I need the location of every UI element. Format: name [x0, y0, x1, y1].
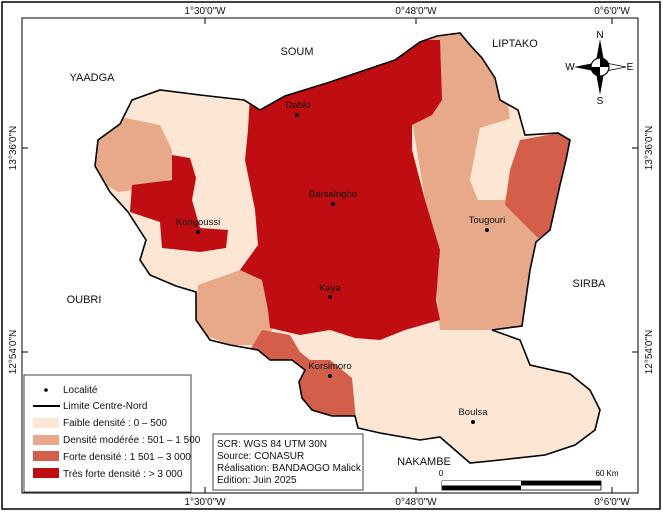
coord-left-2: 12°54'0"N	[8, 330, 19, 375]
locality-boulsa: Boulsa	[458, 407, 488, 424]
region-moderee-east	[412, 33, 560, 330]
locality-tougouri: Tougouri	[469, 215, 505, 232]
locality-kongoussi: Kongoussi	[176, 217, 220, 234]
info-source: Source: CONASUR	[217, 451, 304, 462]
coord-top-3: 0°6'0"W	[594, 6, 630, 17]
neighbour-yaadga: YAADGA	[69, 72, 115, 84]
legend: Localité Limite Centre-Nord Faible densi…	[23, 374, 201, 493]
coord-bottom-3: 0°6'0"W	[594, 497, 630, 508]
svg-text:S: S	[597, 96, 604, 107]
svg-text:60 Km: 60 Km	[595, 469, 618, 478]
svg-text:Kaya: Kaya	[319, 283, 341, 294]
coord-bottom-1: 1°30'0"W	[184, 497, 226, 508]
svg-text:E: E	[627, 62, 634, 73]
info-author: Réalisation: BANDAOGO Malick	[217, 463, 362, 474]
coord-bottom-2: 0°48'0"W	[395, 497, 437, 508]
region-tres-forte-central	[240, 40, 442, 340]
neighbour-sirba: SIRBA	[572, 278, 606, 290]
locality-barsalogho: Barsalogho	[309, 189, 357, 206]
legend-boundary: Limite Centre-Nord	[63, 401, 147, 412]
locality-kaya: Kaya	[319, 283, 342, 299]
neighbour-nakambe: NAKAMBE	[397, 456, 451, 468]
neighbour-soum: SOUM	[281, 46, 314, 58]
svg-text:Barsalogho: Barsalogho	[309, 189, 357, 200]
coord-top-2: 0°48'0"W	[395, 6, 437, 17]
graticule-ticks	[22, 18, 638, 493]
coord-right-2: 12°54'0"N	[644, 330, 655, 375]
svg-text:Boulsa: Boulsa	[458, 407, 488, 418]
legend-forte: Forte densité : 1 501 – 3 000	[63, 452, 191, 463]
neighbour-oubri: OUBRI	[67, 294, 102, 306]
locality-dablo: Dablo	[286, 100, 311, 117]
north-arrow-icon: N S W E	[565, 30, 633, 107]
legend-tres-forte: Très forte densité : > 3 000	[63, 469, 183, 480]
svg-text:Dablo: Dablo	[286, 100, 311, 111]
coord-top-1: 1°30'0"W	[184, 6, 226, 17]
scale-bar: 0 60 Km	[439, 469, 619, 491]
info-box: SCR: WGS 84 UTM 30N Source: CONASUR Réal…	[212, 433, 364, 491]
info-edition: Edition: Juin 2025	[217, 475, 297, 486]
locality-korsimoro: Korsimoro	[308, 361, 352, 378]
legend-moderee: Densité modérée : 501 – 1 500	[63, 435, 201, 446]
density-regions	[95, 33, 600, 463]
neighbour-liptako: LIPTAKO	[492, 38, 538, 50]
region-tres-forte-kongoussi	[130, 155, 228, 252]
region-forte-east	[505, 130, 575, 238]
region-moderee-northwest	[95, 118, 172, 192]
region-moderee-south	[195, 268, 272, 345]
svg-text:Korsimoro: Korsimoro	[308, 361, 351, 372]
info-scr: SCR: WGS 84 UTM 30N	[217, 439, 327, 450]
legend-locality: Localité	[63, 385, 98, 396]
coord-right-1: 13°36'0"N	[644, 126, 655, 171]
svg-text:Tougouri: Tougouri	[469, 215, 505, 226]
svg-text:0: 0	[439, 469, 444, 478]
svg-text:N: N	[596, 30, 603, 41]
svg-text:Kongoussi: Kongoussi	[176, 217, 220, 228]
coord-left-1: 13°36'0"N	[8, 126, 19, 171]
legend-faible: Faible densité : 0 – 500	[63, 418, 167, 429]
svg-text:W: W	[565, 62, 575, 73]
